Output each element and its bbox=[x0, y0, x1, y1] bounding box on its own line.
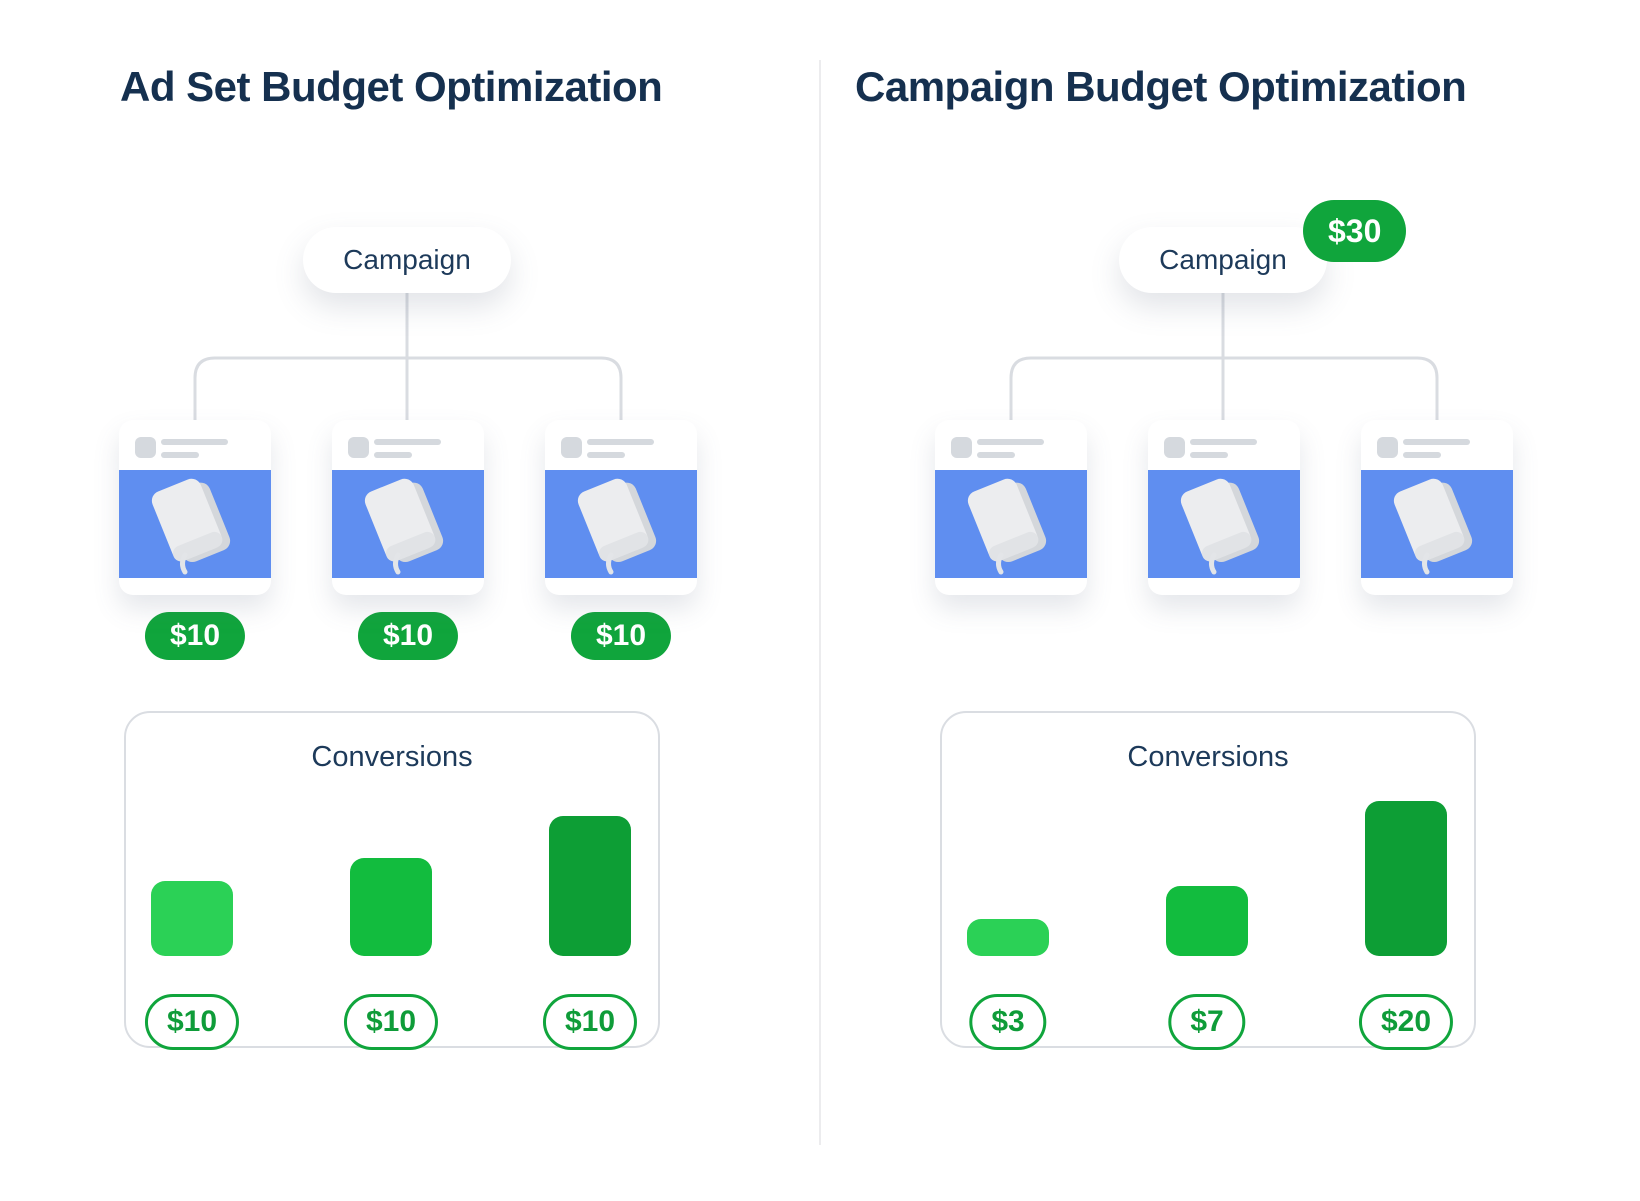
ad-image bbox=[545, 470, 697, 578]
ad-image bbox=[1361, 470, 1513, 578]
panel-divider bbox=[819, 60, 821, 1145]
panel-ad-set-budget: Ad Set Budget Optimization Campaign bbox=[119, 63, 697, 1050]
subline-placeholder-line bbox=[587, 452, 625, 458]
panel-title: Ad Set Budget Optimization bbox=[120, 63, 663, 110]
wallet-icon bbox=[151, 478, 231, 575]
campaign-label: Campaign bbox=[1159, 244, 1287, 275]
subline-placeholder-line bbox=[977, 452, 1015, 458]
subline-placeholder-line bbox=[1190, 452, 1228, 458]
ad-card bbox=[935, 420, 1087, 595]
headline-placeholder-line bbox=[374, 439, 441, 445]
ad-budget-badge: $10 bbox=[570, 612, 672, 660]
conversions-box: Conversions $3 $7 $20 bbox=[940, 711, 1476, 1050]
ad-card bbox=[545, 420, 697, 595]
subline-placeholder-line bbox=[1403, 452, 1441, 458]
campaign-node: Campaign bbox=[1119, 227, 1327, 293]
wallet-icon bbox=[967, 478, 1047, 575]
conversion-bar bbox=[967, 919, 1049, 956]
conversion-cost-pill: $7 bbox=[1168, 994, 1246, 1050]
avatar-placeholder bbox=[561, 437, 582, 458]
wallet-icon bbox=[1393, 478, 1473, 575]
conversion-bar bbox=[350, 858, 432, 956]
panel-campaign-budget: Campaign Budget Optimization Campaign $3… bbox=[816, 0, 1640, 1201]
ad-image bbox=[119, 470, 271, 578]
avatar-placeholder bbox=[348, 437, 369, 458]
wallet-icon bbox=[364, 478, 444, 575]
headline-placeholder-line bbox=[587, 439, 654, 445]
ad-budget-badge: $10 bbox=[144, 612, 246, 660]
ad-image bbox=[1148, 470, 1300, 578]
conversions-box: Conversions $10 $10 $10 bbox=[124, 711, 660, 1050]
conversion-cost-pill: $10 bbox=[542, 994, 638, 1050]
headline-placeholder-line bbox=[1403, 439, 1470, 445]
subline-placeholder-line bbox=[161, 452, 199, 458]
conversion-bar bbox=[151, 881, 233, 956]
conversion-bar bbox=[1365, 801, 1447, 956]
ad-card bbox=[119, 420, 271, 595]
avatar-placeholder bbox=[1377, 437, 1398, 458]
ad-image bbox=[332, 470, 484, 578]
ad-budget-badge: $10 bbox=[357, 612, 459, 660]
headline-placeholder-line bbox=[977, 439, 1044, 445]
conversion-cost-pill: $20 bbox=[1358, 994, 1454, 1050]
conversions-title: Conversions bbox=[1127, 741, 1289, 773]
ad-card bbox=[1148, 420, 1300, 595]
ad-card bbox=[332, 420, 484, 595]
conversion-bar bbox=[1166, 886, 1248, 956]
headline-placeholder-line bbox=[161, 439, 228, 445]
ad-card bbox=[1361, 420, 1513, 595]
avatar-placeholder bbox=[1164, 437, 1185, 458]
subline-placeholder-line bbox=[374, 452, 412, 458]
headline-placeholder-line bbox=[1190, 439, 1257, 445]
campaign-label: Campaign bbox=[343, 244, 471, 275]
ad-image bbox=[935, 470, 1087, 578]
panel-title: Campaign Budget Optimization bbox=[855, 63, 1467, 110]
wallet-icon bbox=[577, 478, 657, 575]
conversions-title: Conversions bbox=[311, 741, 473, 773]
conversion-cost-pill: $10 bbox=[144, 994, 240, 1050]
conversion-cost-pill: $3 bbox=[969, 994, 1047, 1050]
campaign-budget-badge: $30 bbox=[1303, 200, 1407, 262]
campaign-node: Campaign bbox=[303, 227, 511, 293]
conversion-bar bbox=[549, 816, 631, 956]
wallet-icon bbox=[1180, 478, 1260, 575]
avatar-placeholder bbox=[951, 437, 972, 458]
avatar-placeholder bbox=[135, 437, 156, 458]
conversion-cost-pill: $10 bbox=[343, 994, 439, 1050]
